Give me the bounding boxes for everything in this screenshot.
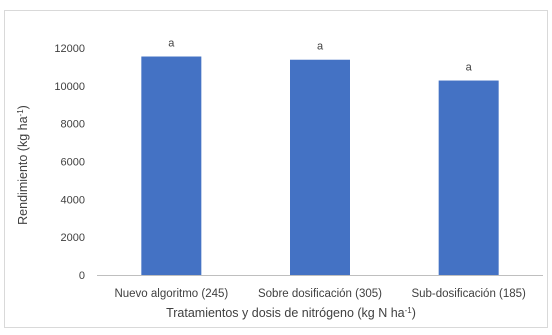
x-axis-title: Tratamientos y dosis de nitrógeno (kg N … xyxy=(166,306,416,321)
bar-data-label: a xyxy=(466,62,473,74)
bar xyxy=(141,56,202,276)
x-tick-label: Sub-dosificación (185) xyxy=(411,288,526,300)
bar xyxy=(438,80,499,275)
y-tick-label: 6000 xyxy=(61,157,85,169)
x-axis-title-main: Tratamientos y dosis de nitrógeno (kg N … xyxy=(166,306,405,320)
y-axis-title-end: ) xyxy=(16,105,30,109)
y-tick-label: 0 xyxy=(79,270,85,282)
x-tick-label: Nuevo algoritmo (245) xyxy=(114,288,228,300)
chart-frame: 0 2000 4000 6000 8000 10000 12000 a a a Nuevo al… xyxy=(4,10,548,328)
x-tick-label: Sobre dosificación (305) xyxy=(258,288,382,300)
y-tick-label: 12000 xyxy=(54,43,85,55)
bar-data-label: a xyxy=(168,38,175,50)
y-tick-label: 4000 xyxy=(61,194,85,206)
bar-chart: 0 2000 4000 6000 8000 10000 12000 a a a Nuevo al… xyxy=(16,38,543,321)
x-axis-title-sup: -1 xyxy=(405,306,413,315)
x-axis-title-end: ) xyxy=(412,306,416,320)
y-tick-label: 2000 xyxy=(61,232,85,244)
y-axis-title: Rendimiento (kg ha-1) xyxy=(16,105,31,225)
y-tick-label: 10000 xyxy=(54,81,85,93)
y-tick-label: 8000 xyxy=(61,119,85,131)
bar-data-label: a xyxy=(317,41,324,53)
y-axis-title-sup: -1 xyxy=(16,109,25,117)
y-axis-title-main: Rendimiento (kg ha xyxy=(16,116,30,224)
bar xyxy=(290,59,350,275)
